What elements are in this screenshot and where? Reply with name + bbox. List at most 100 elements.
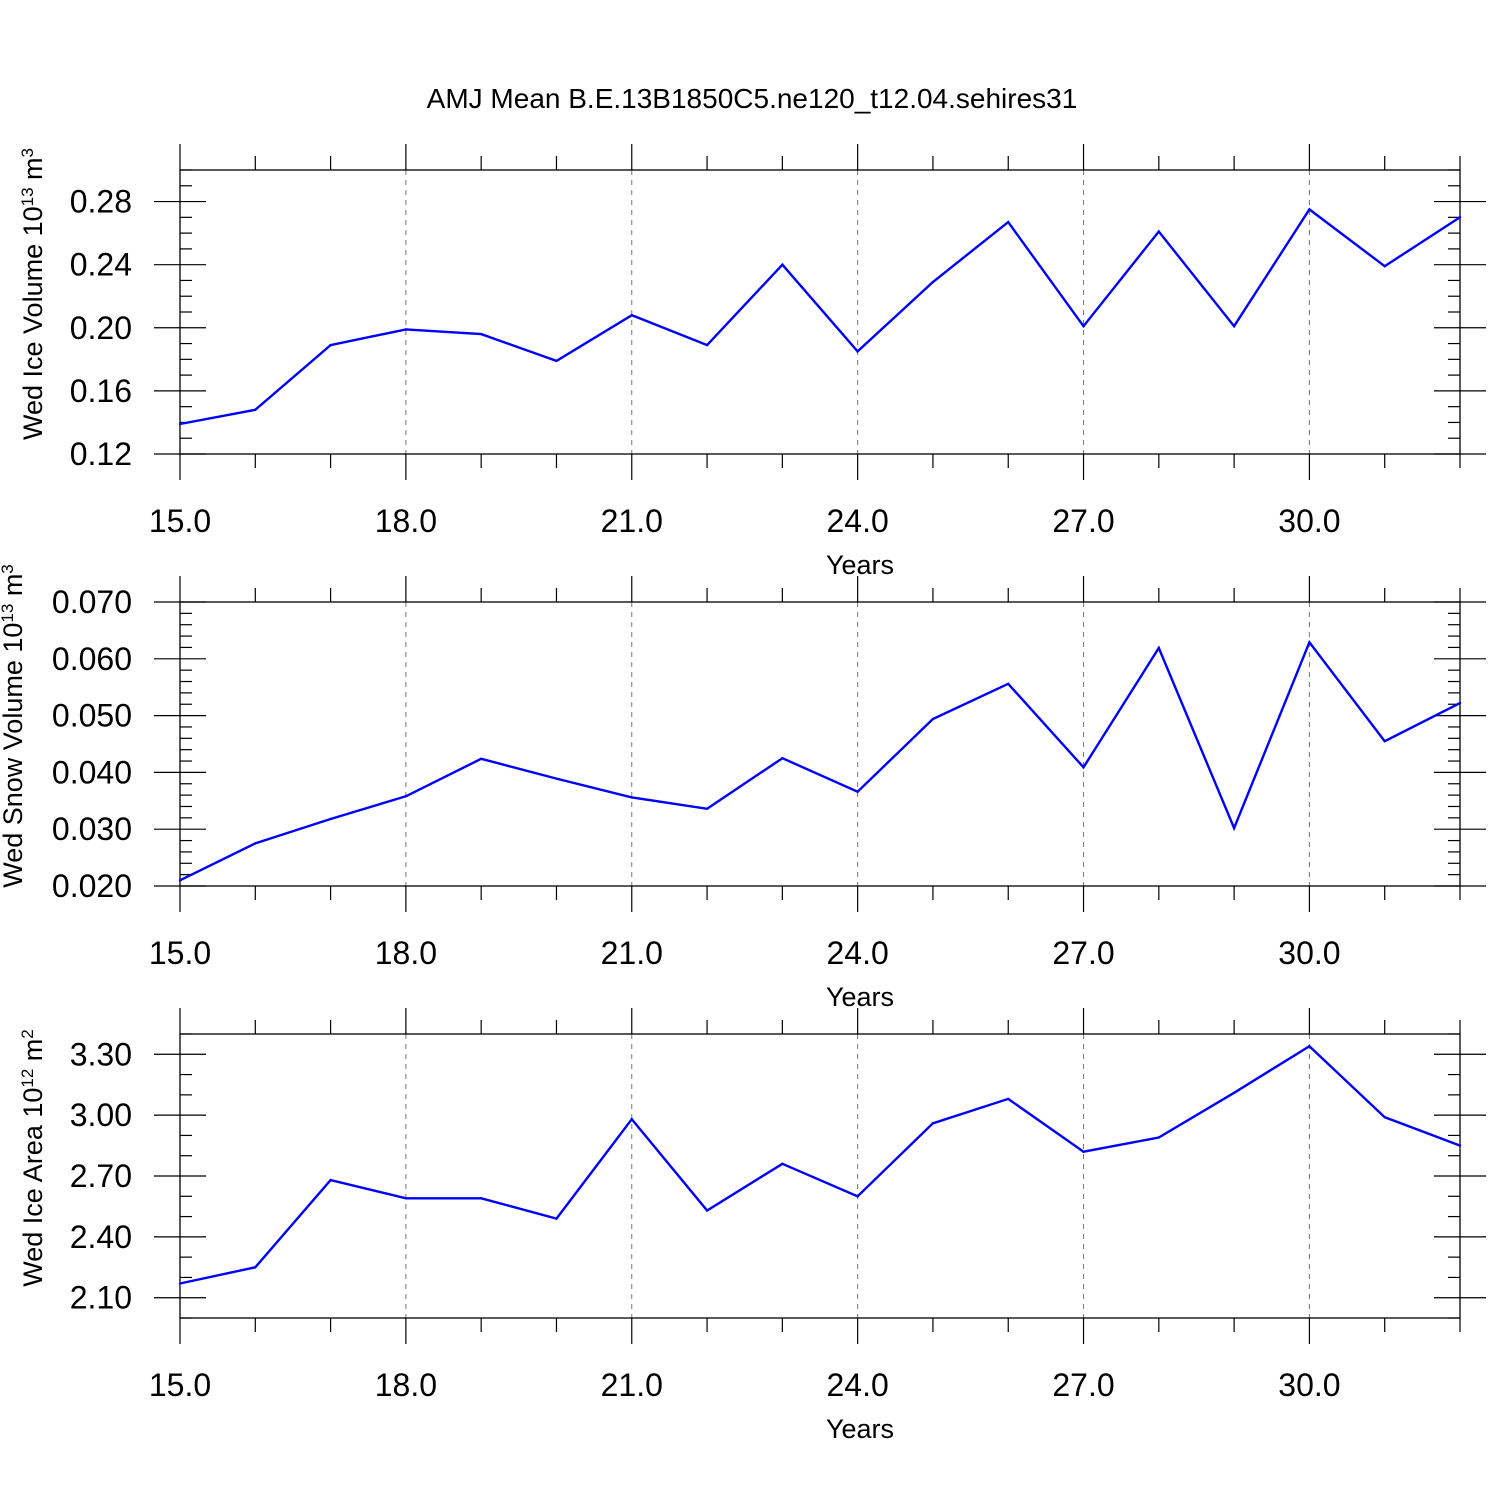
x-tick-label: 24.0 [827, 503, 889, 539]
data-point [1232, 826, 1236, 830]
x-tick-label: 15.0 [149, 1367, 211, 1403]
data-point [1308, 208, 1311, 211]
data-point [1383, 739, 1386, 743]
data-point [178, 1282, 182, 1285]
x-axis-title: Years [826, 550, 894, 580]
data-point [931, 280, 935, 284]
data-point [254, 842, 257, 845]
y-tick-label: 0.060 [52, 641, 132, 677]
data-point [931, 1122, 935, 1125]
y-tick-label: 2.70 [70, 1158, 132, 1194]
data-point [1458, 216, 1462, 219]
data-point [404, 328, 408, 331]
data-point [1308, 641, 1311, 644]
data-point [856, 350, 859, 353]
data-point [630, 313, 633, 317]
data-point [1082, 325, 1085, 328]
data-point [555, 1217, 558, 1220]
data-point [1082, 766, 1085, 769]
data-point [555, 777, 558, 780]
data-point [1458, 701, 1462, 705]
chart-panel-3: 2.10 2.40 2.70 3.00 3.30 15.0 18.0 21.0 24.0 27.0… [18, 1008, 1486, 1444]
y-tick-label: 2.40 [70, 1219, 132, 1255]
x-tick-label: 27.0 [1052, 503, 1114, 539]
y-tick-label: 0.16 [70, 373, 132, 409]
data-point [781, 263, 784, 266]
x-tick-label: 21.0 [601, 1367, 663, 1403]
data-point [404, 1197, 408, 1200]
data-point [1232, 1091, 1236, 1095]
plot-frame [179, 601, 1461, 887]
data-point [1007, 1097, 1010, 1101]
data-point [1157, 230, 1161, 233]
data-point [479, 1197, 483, 1200]
data-point [1232, 325, 1236, 328]
data-point [329, 343, 332, 347]
data-point [705, 343, 709, 347]
chart-panel-2: 0.020 0.030 0.040 0.050 0.060 0.070 15.0 18.0 21… [0, 564, 1486, 1012]
x-axis-title: Years [826, 982, 894, 1012]
data-point [479, 757, 483, 760]
x-tick-label: 27.0 [1052, 935, 1114, 971]
data-point [1308, 1044, 1311, 1048]
data-point [1007, 220, 1010, 224]
data-point [630, 796, 633, 799]
x-tick-label: 18.0 [375, 503, 437, 539]
x-tick-label: 21.0 [601, 503, 663, 539]
y-axis-title: Wed Snow Volume 1013 m3 [0, 564, 28, 888]
y-axis-title: Wed Ice Volume 1013 m3 [18, 148, 49, 440]
data-point [1458, 1144, 1462, 1147]
series-line [179, 1044, 1461, 1285]
x-tick-label: 24.0 [827, 935, 889, 971]
data-point [705, 807, 709, 810]
plot-frame [179, 169, 1461, 455]
figure-title: AMJ Mean B.E.13B1850C5.ne120_t12.04.sehi… [427, 83, 1078, 114]
x-tick-label: 15.0 [149, 503, 211, 539]
y-tick-label: 3.00 [70, 1097, 132, 1133]
data-point [555, 359, 558, 363]
y-tick-label: 3.30 [70, 1036, 132, 1072]
x-tick-label: 24.0 [827, 1367, 889, 1403]
data-point [479, 332, 483, 336]
y-tick-label: 0.24 [70, 247, 132, 283]
data-point [254, 1266, 257, 1269]
x-tick-label: 27.0 [1052, 1367, 1114, 1403]
x-tick-label: 21.0 [601, 935, 663, 971]
y-tick-label: 0.030 [52, 811, 132, 847]
x-tick-label: 18.0 [375, 935, 437, 971]
data-point [1157, 1136, 1161, 1139]
series-line [179, 639, 1461, 882]
data-point [178, 879, 182, 882]
data-point [329, 1178, 332, 1182]
data-point [781, 1162, 784, 1166]
x-tick-label: 15.0 [149, 935, 211, 971]
x-axis-title: Years [826, 1414, 894, 1444]
data-point [1007, 682, 1010, 685]
chart-panel-1: 0.12 0.16 0.20 0.24 0.28 15.0 18.0 21.0 24.0 27.0… [18, 144, 1486, 580]
y-tick-label: 0.28 [70, 184, 132, 220]
y-tick-label: 0.20 [70, 310, 132, 346]
y-tick-label: 0.12 [70, 436, 132, 472]
plot-frame [179, 1033, 1461, 1319]
data-point [178, 422, 182, 426]
data-point [856, 790, 859, 793]
data-point [1383, 265, 1386, 268]
y-tick-label: 0.070 [52, 584, 132, 620]
y-tick-label: 0.020 [52, 868, 132, 904]
y-tick-label: 0.050 [52, 698, 132, 734]
series-line [179, 207, 1461, 426]
y-tick-label: 2.10 [70, 1280, 132, 1316]
data-point [1383, 1115, 1386, 1119]
y-axis-title: Wed Ice Area 1012 m2 [18, 1029, 49, 1287]
x-tick-label: 30.0 [1278, 1367, 1340, 1403]
data-point [254, 408, 257, 412]
y-tick-label: 0.040 [52, 754, 132, 790]
data-point [1082, 1150, 1085, 1153]
data-point [856, 1195, 859, 1198]
data-point [705, 1209, 709, 1212]
data-point [630, 1118, 633, 1121]
data-point [329, 817, 332, 821]
data-point [1157, 646, 1161, 650]
data-point [931, 717, 935, 721]
